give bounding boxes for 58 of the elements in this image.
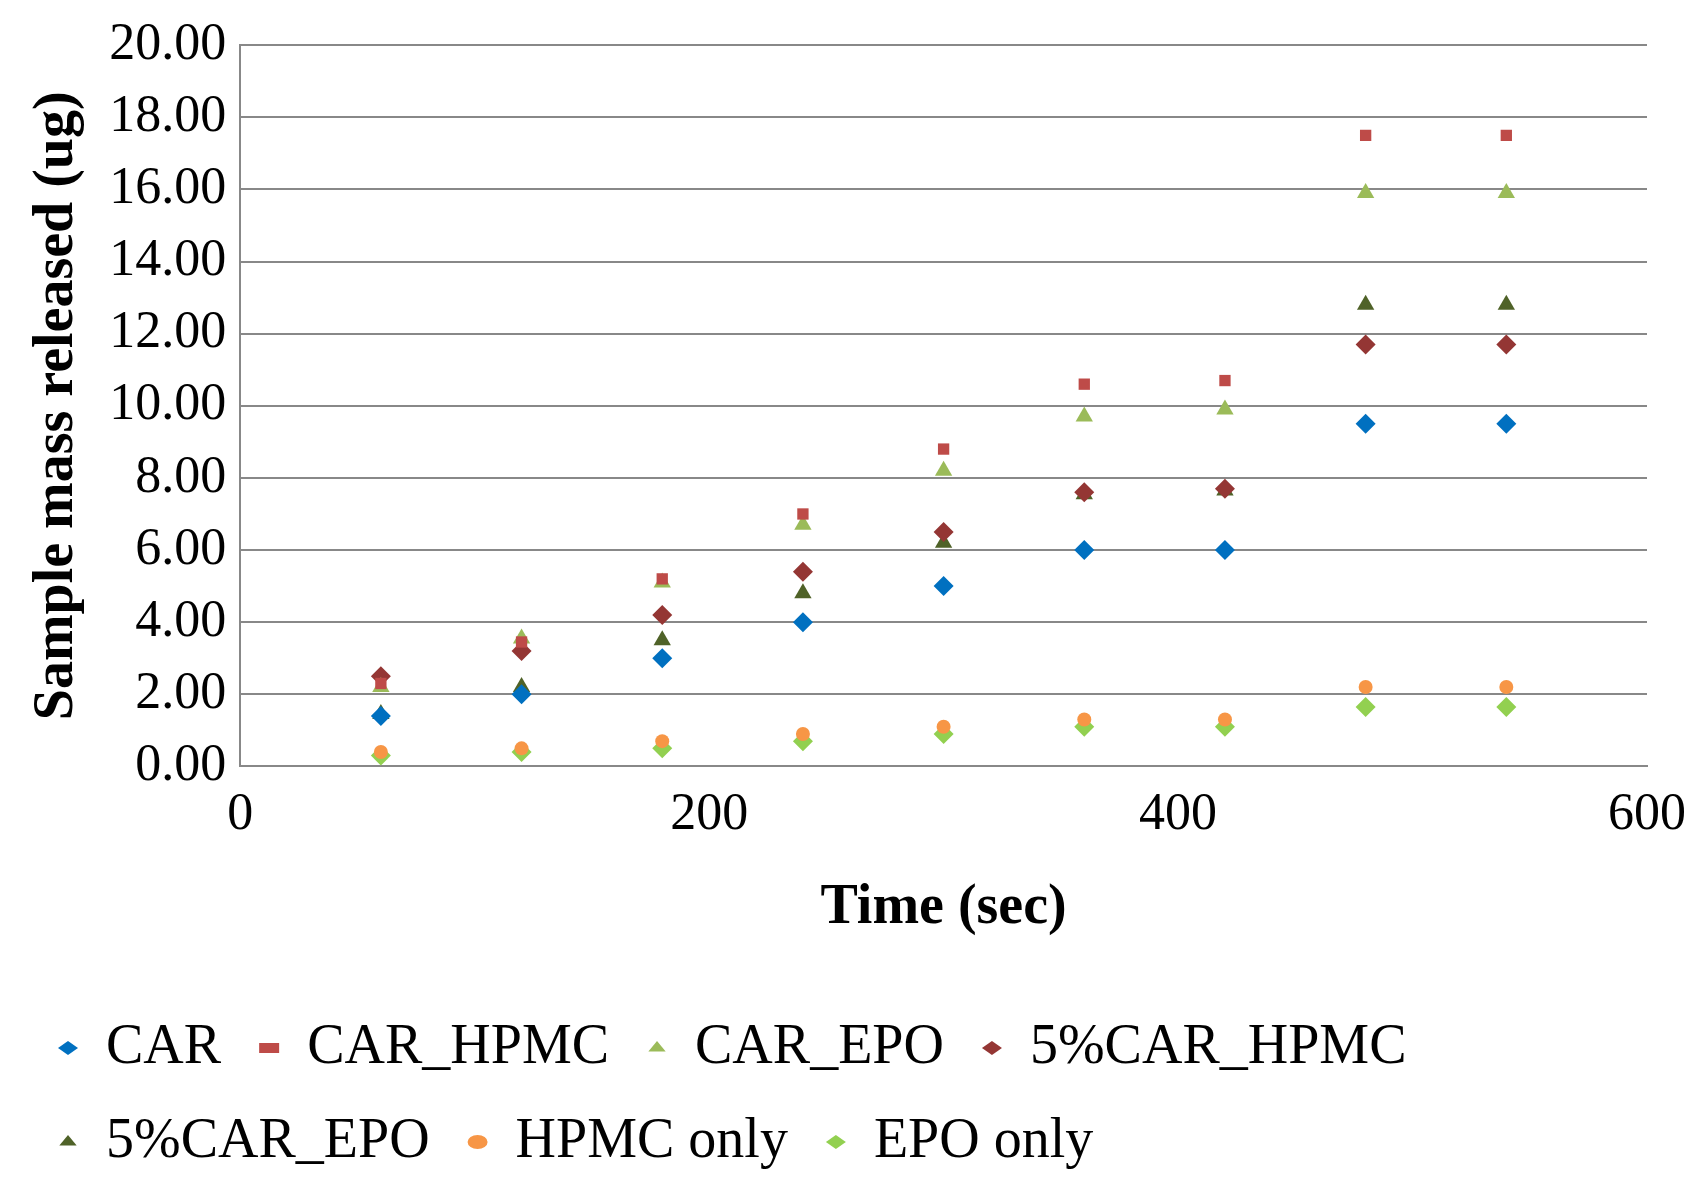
- legend-label: CAR: [106, 1012, 222, 1075]
- point: [1496, 334, 1517, 355]
- legend-label: CAR_EPO: [695, 1012, 944, 1075]
- point: [1219, 374, 1231, 387]
- point: [1497, 183, 1515, 199]
- point: [1500, 129, 1512, 142]
- point: [933, 576, 954, 597]
- y-tick-label: 12.00: [109, 301, 227, 359]
- y-tick-label: 14.00: [109, 229, 227, 287]
- point: [1078, 378, 1090, 390]
- point: [1358, 680, 1373, 695]
- point: [515, 636, 528, 648]
- point: [1355, 334, 1376, 355]
- point: [652, 604, 673, 625]
- point: [1499, 680, 1514, 695]
- legend-label: 5%CAR_HPMC: [1029, 1012, 1407, 1075]
- legend-label: HPMC only: [515, 1106, 788, 1169]
- point: [511, 684, 532, 705]
- point: [937, 443, 950, 455]
- legend-label: EPO only: [873, 1106, 1094, 1169]
- x-tick-label: 600: [1608, 783, 1686, 841]
- y-tick-label: 18.00: [109, 84, 227, 142]
- y-tick-label: 6.00: [135, 517, 227, 575]
- y-tick-label: 10.00: [109, 373, 227, 431]
- x-tick-label: 400: [1139, 783, 1218, 841]
- x-tick-label: 0: [227, 783, 254, 841]
- x-axis-title: Time (sec): [820, 872, 1067, 936]
- point: [795, 726, 810, 741]
- point: [936, 719, 951, 734]
- point: [1077, 712, 1092, 727]
- point: [1496, 696, 1517, 717]
- point: [652, 648, 673, 669]
- point: [1355, 696, 1376, 717]
- point: [1214, 540, 1235, 561]
- y-tick-label: 2.00: [135, 661, 227, 719]
- point: [370, 705, 391, 726]
- point: [1356, 183, 1375, 199]
- point: [792, 612, 813, 633]
- point: [797, 508, 809, 520]
- point: [1359, 129, 1372, 142]
- y-tick-label: 16.00: [109, 157, 227, 215]
- point: [933, 522, 954, 543]
- legend-label: 5%CAR_EPO: [106, 1106, 430, 1169]
- y-tick-label: 0.00: [135, 734, 227, 792]
- legend-label: CAR_HPMC: [307, 1012, 610, 1075]
- point: [1217, 712, 1232, 727]
- point: [1355, 413, 1376, 434]
- y-tick-label: 8.00: [135, 445, 227, 503]
- x-tick-label: 200: [670, 783, 749, 841]
- point: [1496, 413, 1517, 434]
- point: [373, 744, 388, 759]
- y-axis-title: Sample mass released (ug): [22, 91, 86, 721]
- point: [1074, 540, 1095, 561]
- y-tick-label: 20.00: [109, 12, 227, 70]
- point: [792, 561, 813, 582]
- y-tick-label: 4.00: [135, 589, 227, 647]
- point: [655, 734, 670, 749]
- point: [514, 741, 529, 756]
